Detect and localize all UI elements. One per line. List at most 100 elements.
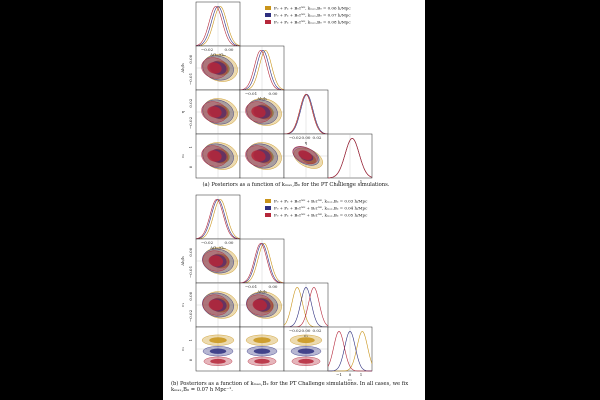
fig-b-panel-r3c2-contour-2-inner	[298, 358, 314, 364]
fig-b-row-label-1: Δh/h	[180, 256, 185, 266]
fig-a-panel-r3c1-contour-2	[245, 145, 272, 167]
fig-b-row2-tick-0: 0.00	[188, 291, 193, 300]
fig-b-col2-tick-1: 0.00	[302, 328, 311, 333]
fig-b-col3-tick-1: 0	[349, 372, 352, 377]
fig-b-panel-r2c0-contour-2	[202, 294, 230, 316]
fig-b-row3-tick-1: 0	[188, 358, 193, 361]
fig-a-panel-r3c3-curve-2	[327, 138, 373, 179]
fig-a-panel-r3c2-contour-2	[292, 146, 318, 165]
fig-b-panel-r1c0-contour-2	[202, 250, 230, 272]
fig-b-col1-tick-0: −0.01	[245, 284, 257, 289]
fig-b-row2-tick-1: −0.02	[188, 309, 193, 322]
fig-a-col-label-1: Δh/h	[257, 96, 267, 101]
fig-a-panel-r1c1-curve-0	[240, 50, 285, 91]
fig-b-panel-r0c0-curve-0	[195, 199, 241, 240]
fig-a-panel-r3c0-contour-2-inner	[207, 150, 222, 162]
fig-a-panel-r2c1-contour-2-inner	[251, 106, 266, 118]
fig-b-legend-swatch-1	[265, 206, 271, 210]
fig-a-legend-label-1: P₀ + P₂ + B₀ᴛᴺᴷ, kₘₐₓ,B₀ = 0.07 h/Mpc	[274, 13, 351, 18]
fig-b-row1-tick-0: 0.00	[188, 247, 193, 256]
fig-a-row3-tick-1: 0	[188, 165, 193, 168]
fig-a-col2-tick-1: 0.00	[302, 135, 311, 140]
fig-a-col2-tick-2: 0.02	[313, 135, 322, 140]
fig-a-col-label-3: c₀	[348, 184, 352, 189]
fig-b-panel-r3c2-contour-2	[291, 356, 321, 366]
fig-a-row1-tick-1: −0.01	[188, 73, 193, 85]
fig-b-panel-r3c3-curve-2	[327, 331, 372, 372]
fig-b-panel-r0c0-curve-1	[195, 199, 241, 240]
fig-b-panel-r3c2-contour-0	[289, 334, 323, 346]
fig-b-panel-r3c0-contour-0-inner	[209, 337, 227, 344]
fig-a-panel-r2c2-curve-2	[283, 94, 329, 135]
fig-a-col0-tick-1: 0.00	[225, 47, 234, 52]
fig-b-panel-r3c3-curve-0	[328, 331, 373, 372]
fig-a-panel-r0c0-curve-1	[195, 6, 241, 47]
fig-b-panel-r1c1-curve-2	[239, 243, 285, 284]
fig-b-col3-tick-2: 1	[360, 372, 363, 377]
fig-b-panel-r1c0-contour-2-inner	[208, 255, 223, 267]
fig-a-panel-r2c0-contour-2-inner	[207, 106, 222, 118]
fig-a-legend-swatch-0	[265, 6, 271, 10]
fig-a-row1-tick-0: 0.00	[188, 54, 193, 63]
fig-b-panel-r1c1-curve-1	[239, 243, 285, 284]
fig-b-legend-label-0: P₀ + P₂ + B₀ᴛᴺᴷ + B₂ᴛᴺᴷ, kₘₐₓ,B₂ = 0.03 …	[274, 199, 368, 204]
fig-b-panel-r2c2-curve-1	[284, 287, 328, 328]
fig-a-col1-tick-0: −0.01	[245, 91, 257, 96]
fig-b-col3-tick-0: −1	[336, 372, 342, 377]
fig-a-row-label-2: η	[180, 110, 185, 113]
corner-plots: P₀ + P₂ + B₀ᴛᴺᴷ, kₘₐₓ,B₀ = 0.06 h/Mpc P₀ …	[180, 1, 373, 382]
fig-b-col0-tick-0: −0.02	[201, 240, 214, 245]
fig-b-panel-r2c1-contour-2-inner	[252, 299, 267, 311]
fig-b-panel-r3c0-contour-2	[203, 356, 233, 366]
fig-a-panel-r2c0-contour-2	[201, 101, 228, 123]
fig-a-row2-tick-1: −0.02	[188, 116, 193, 129]
paper-page: P₀ + P₂ + B₀ᴛᴺᴷ, kₘₐₓ,B₀ = 0.06 h/Mpc P₀ …	[163, 0, 425, 400]
fig-b-legend-label-2: P₀ + P₂ + B₀ᴛᴺᴷ + B₂ᴛᴺᴷ, kₘₐₓ,B₂ = 0.05 …	[274, 213, 368, 218]
fig-b-panel-r2c0-contour-2-inner	[208, 299, 223, 311]
fig-b-panel-r3c1-contour-0-inner	[253, 337, 271, 344]
fig-b-row3-tick-0: 1	[188, 339, 193, 342]
fig-b-panel-r3c1-contour-2-inner	[254, 358, 270, 364]
fig-a-row3-tick-0: 1	[188, 146, 193, 149]
fig-a-panel-r2c1-contour-2	[245, 101, 272, 123]
fig-a-row-label-1: Δh/h	[180, 63, 185, 73]
caption-a: (a) Posteriors as a function of kₘₐₓ,B₀ …	[202, 182, 390, 188]
fig-b-panel-r3c2-contour-1-inner	[297, 348, 315, 354]
fig-b-panel-r2c1-contour-2	[246, 294, 274, 316]
fig-a-panel-r0c0-curve-2	[195, 6, 241, 47]
fig-b-panel-r3c0-contour-0	[201, 334, 235, 346]
fig-b-panel-r3c0-contour-1	[202, 346, 234, 357]
fig-a-col2-tick-0: −0.02	[289, 135, 302, 140]
fig-a-col0-tick-0: −0.02	[201, 47, 214, 52]
fig-a-col3-tick-0: 0	[338, 179, 341, 184]
fig-b-panel-r3c2-contour-0-inner	[297, 337, 315, 344]
fig-a-panel-r3c2-contour-2-inner	[298, 150, 312, 160]
fig-b-col-label-2: c₁	[304, 333, 308, 338]
fig-a-col3-tick-1: 1	[360, 179, 363, 184]
fig-b-col-label-3: c₂	[348, 377, 352, 382]
fig-a-legend-swatch-1	[265, 13, 271, 17]
fig-a-panel-r1c0-contour-2	[201, 57, 228, 79]
fig-b-legend-swatch-2	[265, 213, 271, 217]
fig-b-col-label-1: Δh/h	[257, 289, 267, 294]
fig-a-legend-swatch-2	[265, 20, 271, 24]
fig-a-panel-r3c0-contour-2	[201, 145, 228, 167]
fig-b-legend-label-1: P₀ + P₂ + B₀ᴛᴺᴷ + B₂ᴛᴺᴷ, kₘₐₓ,B₂ = 0.04 …	[274, 206, 368, 211]
caption-b: (b) Posteriors as a function of kₘₐₓ,B₂ …	[171, 381, 421, 393]
fig-a-col-label-0: ΔΩₘ/Ωₘ	[210, 52, 226, 57]
fig-a-panel-r1c0-contour-2-inner	[207, 62, 222, 74]
fig-b-panel-r3c1-contour-1-inner	[253, 348, 271, 354]
fig-b-panel-r3c1-contour-1	[246, 346, 278, 357]
fig-b-row1-tick-1: −0.01	[188, 266, 193, 278]
fig-a-panel-r1c1-curve-2	[239, 50, 285, 91]
fig-a-legend-label-2: P₀ + P₂ + B₀ᴛᴺᴷ, kₘₐₓ,B₀ = 0.08 h/Mpc	[274, 20, 351, 25]
fig-b-row-label-3: c₂	[180, 347, 185, 351]
fig-b-panel-r3c0-contour-1-inner	[209, 348, 227, 354]
fig-a-row-label-3: c₀	[180, 154, 185, 158]
fig-b-row-label-2: c₁	[180, 303, 185, 307]
fig-b-col2-tick-0: −0.02	[289, 328, 302, 333]
fig-a-col-label-2: η	[305, 140, 308, 145]
fig-b-legend-swatch-0	[265, 199, 271, 203]
fig-a-legend-label-0: P₀ + P₂ + B₀ᴛᴺᴷ, kₘₐₓ,B₀ = 0.06 h/Mpc	[274, 6, 351, 11]
fig-a-panel-r1c1-curve-1	[239, 50, 285, 91]
